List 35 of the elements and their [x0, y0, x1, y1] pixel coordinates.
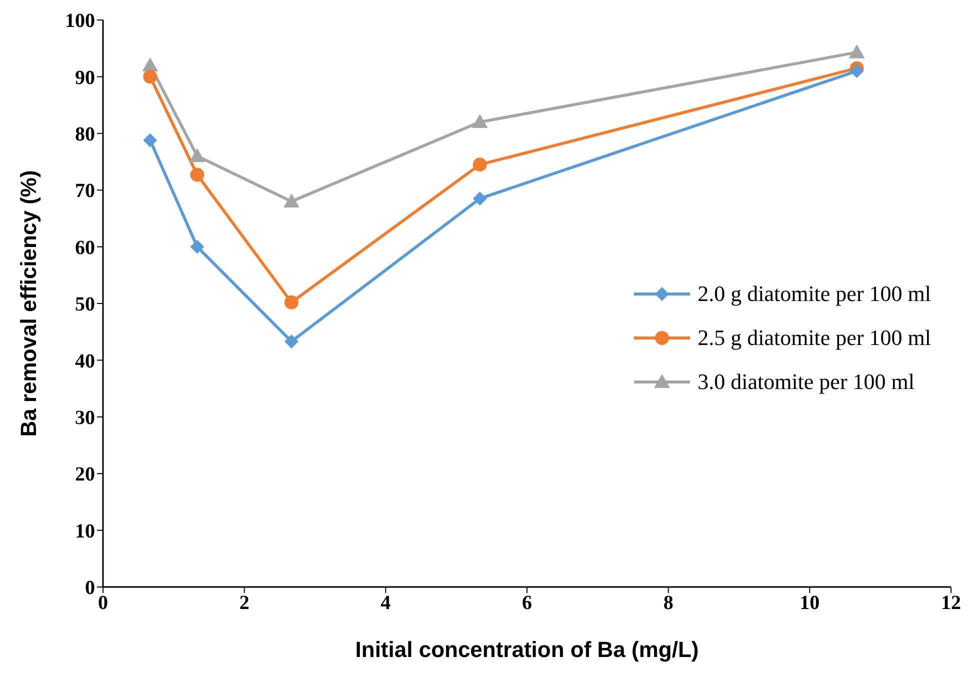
point	[850, 64, 864, 78]
y-tick-label: 20	[75, 464, 95, 486]
y-tick-label: 50	[75, 294, 95, 316]
y-tick-label: 0	[85, 577, 95, 600]
point	[472, 158, 487, 172]
point	[472, 192, 487, 206]
y-tick-label: 100	[65, 10, 95, 32]
x-tick-label: 4	[380, 592, 391, 614]
point	[472, 114, 488, 128]
point	[143, 70, 158, 84]
y-tick-label: 40	[75, 350, 95, 372]
point	[283, 193, 300, 208]
x-tick-label: 10	[800, 592, 820, 614]
point	[190, 240, 204, 254]
point	[143, 133, 158, 148]
legend-label: 2.0 g diatomite per 100 ml	[698, 281, 931, 307]
point	[848, 44, 865, 58]
x-tick-label: 6	[522, 592, 532, 614]
y-tick-label: 80	[75, 124, 95, 146]
x-axis-title: Initial concentration of Ba (mg/L)	[355, 637, 699, 662]
legend-label: 3.0 diatomite per 100 ml	[698, 369, 914, 395]
y-tick-label: 70	[75, 180, 95, 202]
y-axis-title: Ba removal efficiency (%)	[16, 170, 41, 437]
x-tick-label: 12	[941, 592, 961, 614]
point	[189, 148, 206, 162]
x-tick-label: 8	[663, 592, 674, 614]
y-tick-label: 60	[75, 236, 95, 259]
legend-label: 2.5 g diatomite per 100 ml	[698, 325, 931, 351]
y-tick-label: 10	[75, 520, 95, 542]
y-tick-label: 30	[75, 407, 95, 429]
point	[190, 168, 204, 182]
point	[284, 295, 298, 310]
point	[284, 334, 298, 348]
x-tick-label: 2	[239, 592, 250, 614]
y-tick-label: 90	[75, 66, 95, 89]
